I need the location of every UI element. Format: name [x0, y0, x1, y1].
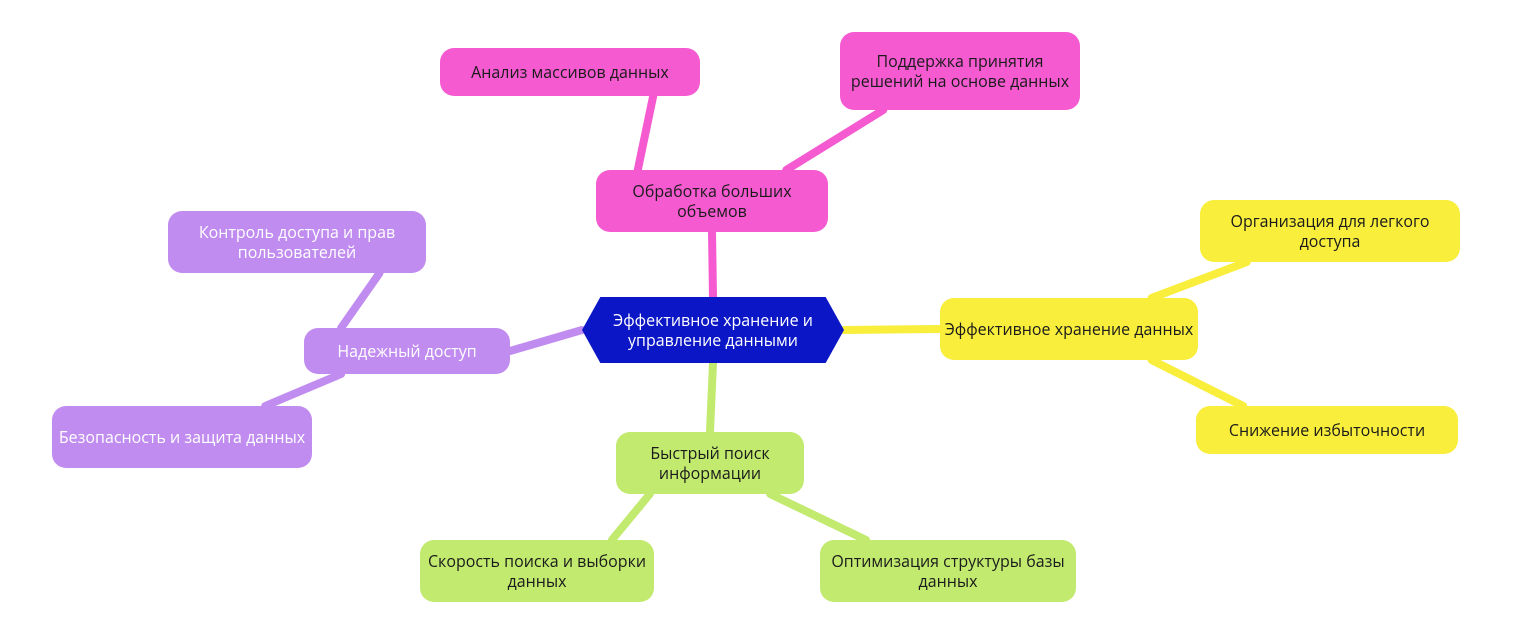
node-label-green_mid: Быстрый поиск информации [616, 443, 804, 483]
node-pink_mid: Обработка больших объемов [596, 170, 828, 232]
node-label-yellow_bot: Снижение избыточности [1196, 420, 1458, 440]
edge-root-green_mid [710, 363, 713, 432]
node-purple_mid: Надежный доступ [304, 328, 510, 374]
node-label-yellow_mid: Эффективное хранение данных [940, 319, 1198, 339]
edge-root-yellow_mid [844, 329, 940, 330]
edge-yellow_mid-yellow_top [1152, 262, 1247, 298]
node-label-green_left: Скорость поиска и выборки данных [420, 551, 654, 591]
node-label-root: Эффективное хранение и управление данным… [600, 310, 826, 350]
node-pink_left: Анализ массивов данных [440, 48, 700, 96]
node-label-purple_top: Контроль доступа и прав пользователей [168, 222, 426, 262]
edge-green_mid-green_left [612, 494, 650, 540]
edge-yellow_mid-yellow_bot [1152, 360, 1244, 406]
node-root: Эффективное хранение и управление данным… [582, 297, 844, 363]
edge-pink_mid-pink_left [638, 96, 653, 170]
node-purple_bot: Безопасность и защита данных [52, 406, 312, 468]
edge-purple_mid-purple_bot [265, 374, 341, 406]
mindmap-stage: Эффективное хранение и управление данным… [0, 0, 1536, 632]
node-pink_right: Поддержка принятия решений на основе дан… [840, 32, 1080, 110]
node-label-pink_mid: Обработка больших объемов [596, 181, 828, 221]
edge-root-purple_mid [510, 330, 582, 351]
node-label-purple_mid: Надежный доступ [304, 341, 510, 361]
node-purple_top: Контроль доступа и прав пользователей [168, 211, 426, 273]
node-yellow_bot: Снижение избыточности [1196, 406, 1458, 454]
node-label-pink_left: Анализ массивов данных [440, 62, 700, 82]
node-green_mid: Быстрый поиск информации [616, 432, 804, 494]
edge-root-pink_mid [712, 232, 713, 297]
node-label-pink_right: Поддержка принятия решений на основе дан… [840, 51, 1080, 91]
edge-green_mid-green_right [770, 494, 866, 540]
edge-pink_mid-pink_right [786, 110, 883, 170]
edge-purple_mid-purple_top [341, 273, 379, 328]
node-green_left: Скорость поиска и выборки данных [420, 540, 654, 602]
node-yellow_mid: Эффективное хранение данных [940, 298, 1198, 360]
node-label-purple_bot: Безопасность и защита данных [52, 427, 312, 447]
node-yellow_top: Организация для легкого доступа [1200, 200, 1460, 262]
node-label-yellow_top: Организация для легкого доступа [1200, 211, 1460, 251]
node-label-green_right: Оптимизация структуры базы данных [820, 551, 1076, 591]
node-green_right: Оптимизация структуры базы данных [820, 540, 1076, 602]
